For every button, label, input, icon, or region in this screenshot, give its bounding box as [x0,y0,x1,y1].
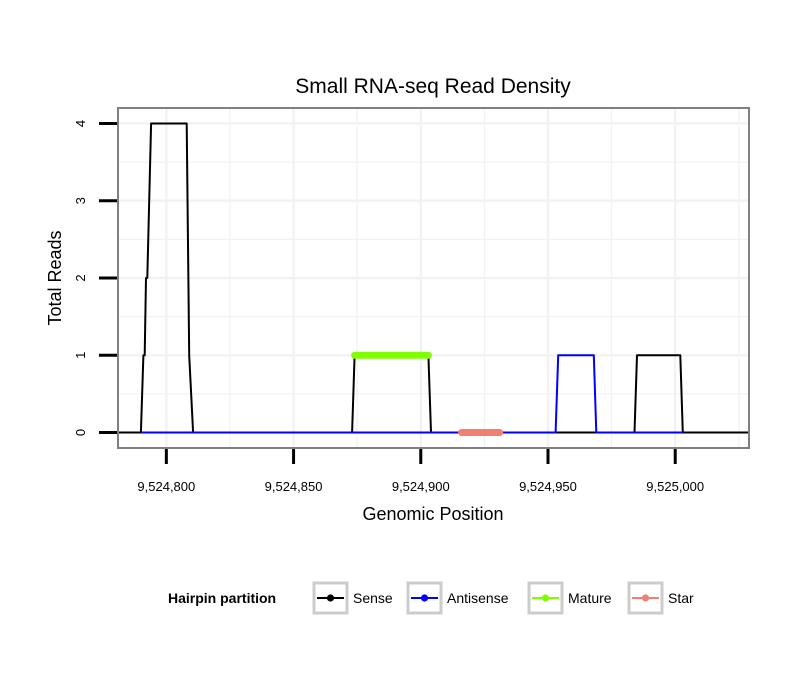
x-tick-label: 9,525,000 [646,479,704,494]
legend-item-mature: Mature [527,581,612,615]
legend-title: Hairpin partition [168,590,276,606]
series-antisense-line [140,354,683,434]
legend-marker-sense [326,594,335,602]
y-axis-title: Total Reads [45,230,65,325]
x-axis: 9,524,800 9,524,850 9,524,900 9,524,950 9,52… [137,449,704,494]
legend-label-mature: Mature [568,590,612,606]
x-tick-label: 9,524,900 [392,479,450,494]
x-tick-label: 9,524,850 [265,479,323,494]
legend-item-sense: Sense [312,581,393,615]
y-tick-label: 0 [73,429,88,436]
legend-label-star: Star [668,590,694,606]
x-axis-title: Genomic Position [362,504,503,524]
legend-label-antisense: Antisense [447,590,509,606]
y-axis: 0 1 2 3 4 [73,120,117,436]
legend-item-star: Star [627,581,694,615]
data-series [118,122,749,436]
chart-title: Small RNA-seq Read Density [295,75,571,98]
plot-border [117,107,750,449]
legend-marker-antisense [420,594,429,602]
x-tick-label: 9,524,950 [519,479,577,494]
y-tick-label: 4 [73,120,88,127]
legend-marker-star [641,594,650,602]
y-tick-label: 2 [73,274,88,281]
legend-marker-mature [541,594,550,602]
legend: Hairpin partition Sense Antisense Mature St… [168,581,694,615]
y-tick-label: 1 [73,352,88,359]
x-tick-label: 9,524,800 [137,479,195,494]
legend-label-sense: Sense [353,590,393,606]
legend-item-antisense: Antisense [406,581,509,615]
y-tick-label: 3 [73,197,88,204]
